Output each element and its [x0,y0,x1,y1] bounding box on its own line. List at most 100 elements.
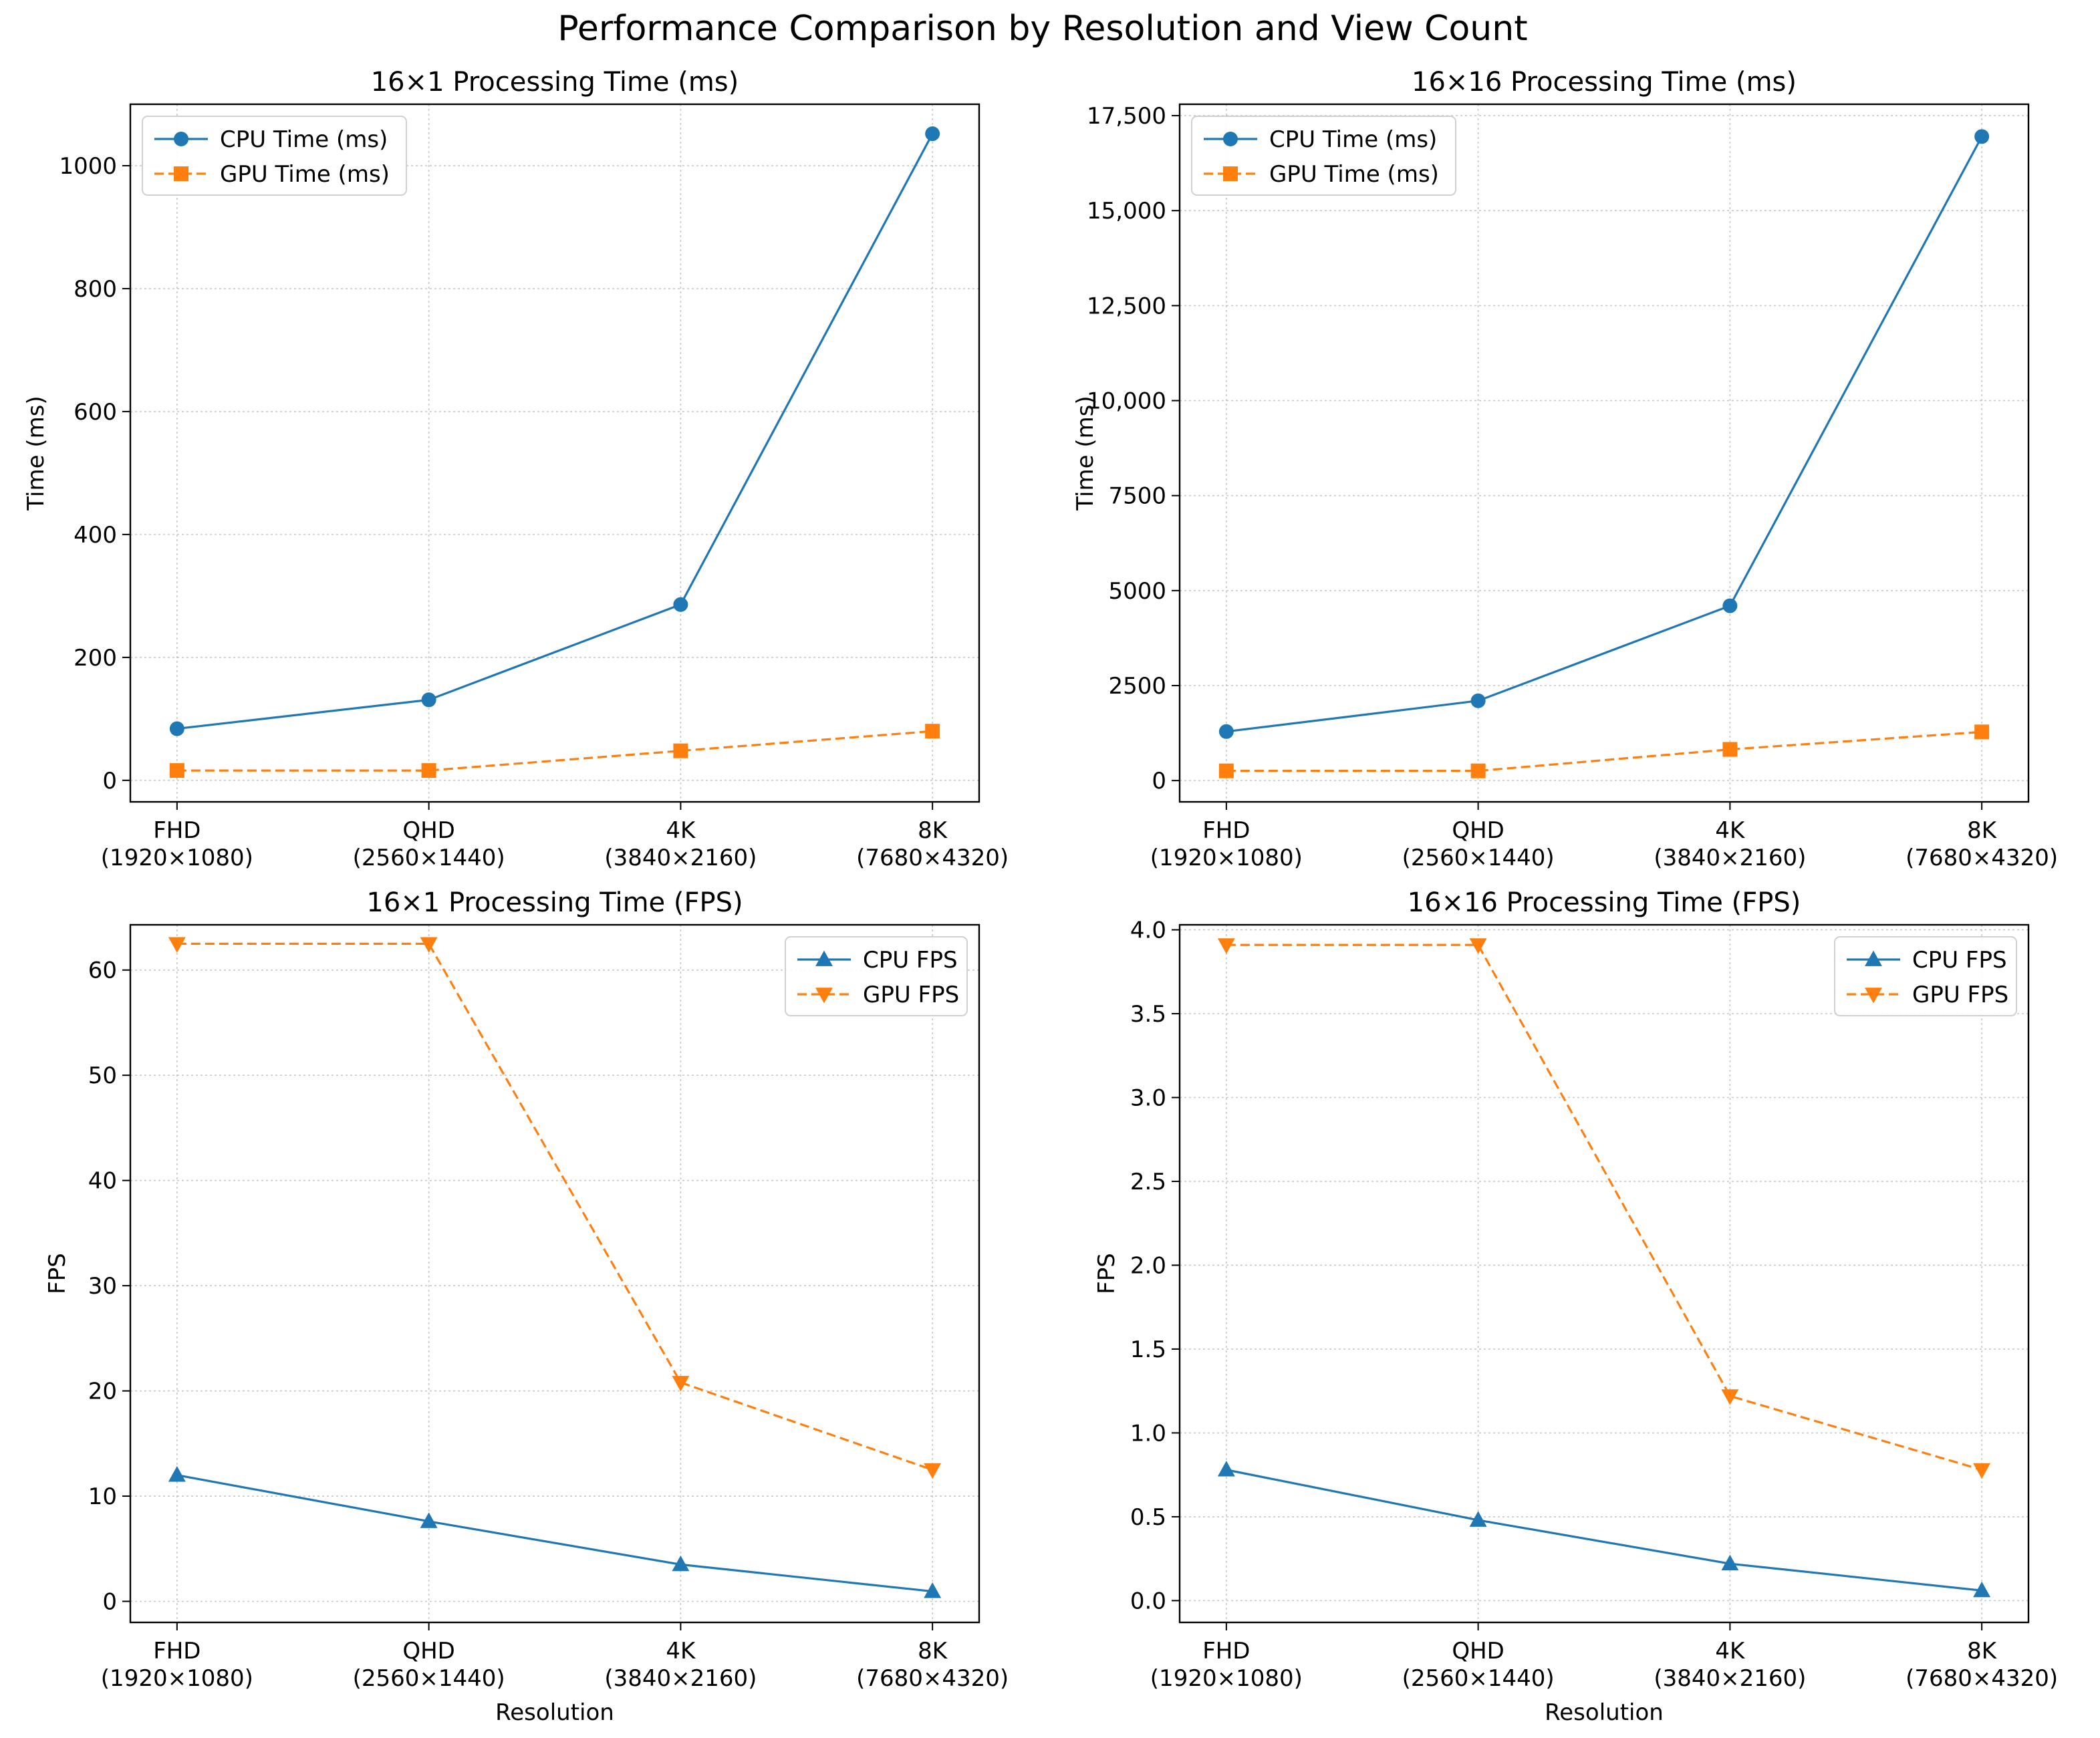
chart-title: 16×16 Processing Time (ms) [1412,67,1797,98]
y-tick-label: 1000 [59,153,117,180]
legend-marker-cpu [1865,950,1882,966]
x-tick-label: 4K (3840×2160) [604,817,757,871]
figure-title: Performance Comparison by Resolution and… [557,9,1527,49]
y-axis-label: FPS [1093,1253,1120,1294]
data-point-gpu [1218,763,1234,778]
legend-marker-gpu [174,166,188,181]
x-axis-label: Resolution [1545,1699,1664,1726]
legend-label: GPU Time (ms) [1269,161,1439,188]
data-point-cpu [924,1582,942,1598]
data-point-gpu [925,724,940,739]
chart-title: 16×16 Processing Time (FPS) [1408,887,1801,918]
data-point-gpu [168,937,186,953]
data-point-gpu [1973,1463,1991,1479]
x-tick-label: 8K (7680×4320) [856,817,1009,871]
y-tick-label: 30 [88,1273,117,1300]
legend-label: CPU Time (ms) [220,126,388,153]
y-tick-label: 10,000 [1087,388,1166,415]
y-tick-label: 400 [74,522,117,549]
data-point-gpu [1217,938,1235,954]
legend-marker-cpu [1223,132,1238,146]
legend: CPU FPS GPU FPS [785,936,968,1016]
legend-label: GPU Time (ms) [220,161,390,188]
y-tick-label: 10 [88,1483,117,1510]
plot-frame [1178,103,2030,803]
x-tick-label: FHD (1920×1080) [101,1638,253,1692]
y-tick-label: 800 [74,276,117,303]
legend-label: CPU FPS [863,947,958,974]
y-tick-label: 600 [74,399,117,426]
chart-2: 0 2500 5000 7500 10,000 12,500 15,000 17,500 FHD… [1072,67,2058,871]
chart-3: 0 10 20 30 40 50 60 FHD (1920×1080) QHD (2560×1440… [44,887,1009,1726]
y-tick-label: 0 [1152,768,1166,794]
series-line-gpu [1226,730,1982,772]
data-point-cpu [1974,129,1990,144]
data-point-cpu [169,721,184,736]
data-point-cpu [1469,1511,1487,1527]
y-tick-label: 20 [88,1379,117,1405]
plot-frame [129,923,980,1624]
chart-title: 16×1 Processing Time (ms) [371,67,739,98]
x-tick-label: QHD (2560×1440) [1402,817,1555,871]
data-point-gpu [1470,763,1486,778]
series-line-cpu [1226,1469,1982,1592]
chart-4: 0.0 0.5 1.0 1.5 2.0 2.5 3.0 3.5 4.0 FHD (1920×1080… [1093,887,2058,1726]
chart-title: 16×1 Processing Time (FPS) [366,887,743,918]
data-point-cpu [420,1512,438,1528]
y-tick-label: 40 [88,1168,117,1195]
y-tick-label: 2.0 [1130,1252,1166,1279]
data-point-gpu [672,1376,690,1392]
series-line-cpu [176,133,934,730]
y-tick-label: 1.5 [1130,1336,1166,1363]
legend-marker-cpu [174,132,188,146]
data-point-cpu [421,692,436,708]
series-line-gpu [1226,944,1982,1471]
y-axis-label: FPS [44,1253,71,1294]
series-line-cpu [176,1473,933,1593]
y-axis-label: Time (ms) [1072,396,1099,511]
y-tick-label: 2.5 [1130,1169,1166,1195]
x-tick-label: QHD (2560×1440) [353,1638,505,1692]
data-point-cpu [1470,693,1486,708]
data-point-gpu [673,743,688,758]
series-line-cpu [1226,136,1983,733]
y-tick-label: 0 [102,768,117,794]
data-point-cpu [1218,724,1234,739]
x-tick-label: FHD (1920×1080) [1150,817,1303,871]
data-point-gpu [1722,742,1738,757]
plot-frame [1178,923,2030,1624]
legend-box [1191,116,1456,196]
y-tick-label: 17,500 [1087,103,1166,130]
y-tick-label: 0.0 [1130,1588,1166,1614]
plot-frame [129,103,980,803]
data-point-cpu [1217,1461,1235,1477]
y-tick-label: 15,000 [1087,198,1166,225]
data-point-cpu [672,1555,690,1572]
x-tick-label: 4K (3840×2160) [1654,1638,1806,1692]
data-point-gpu [1721,1389,1739,1405]
x-tick-label: 8K (7680×4320) [1906,1638,2058,1692]
legend-label: GPU FPS [863,982,959,1008]
data-point-gpu [924,1463,942,1479]
y-tick-label: 3.5 [1130,1001,1166,1028]
y-tick-label: 7500 [1108,483,1166,510]
data-point-cpu [168,1466,186,1482]
y-tick-label: 3.0 [1130,1084,1166,1111]
legend-label: GPU FPS [1912,982,2008,1008]
legend-box [142,116,407,196]
data-point-cpu [1721,1554,1739,1571]
data-point-cpu [1722,598,1738,613]
data-point-cpu [925,126,940,142]
y-axis-label: Time (ms) [23,396,49,511]
y-tick-label: 5000 [1108,578,1166,605]
y-tick-label: 12,500 [1087,293,1166,319]
y-tick-label: 60 [88,958,117,984]
x-tick-label: 8K (7680×4320) [856,1638,1009,1692]
data-point-gpu [1974,724,1990,740]
legend-box [1834,936,2017,1016]
legend-marker-gpu [815,988,833,1004]
x-tick-label: FHD (1920×1080) [101,817,253,871]
y-tick-label: 1.0 [1130,1420,1166,1447]
legend-marker-gpu [1865,988,1882,1004]
